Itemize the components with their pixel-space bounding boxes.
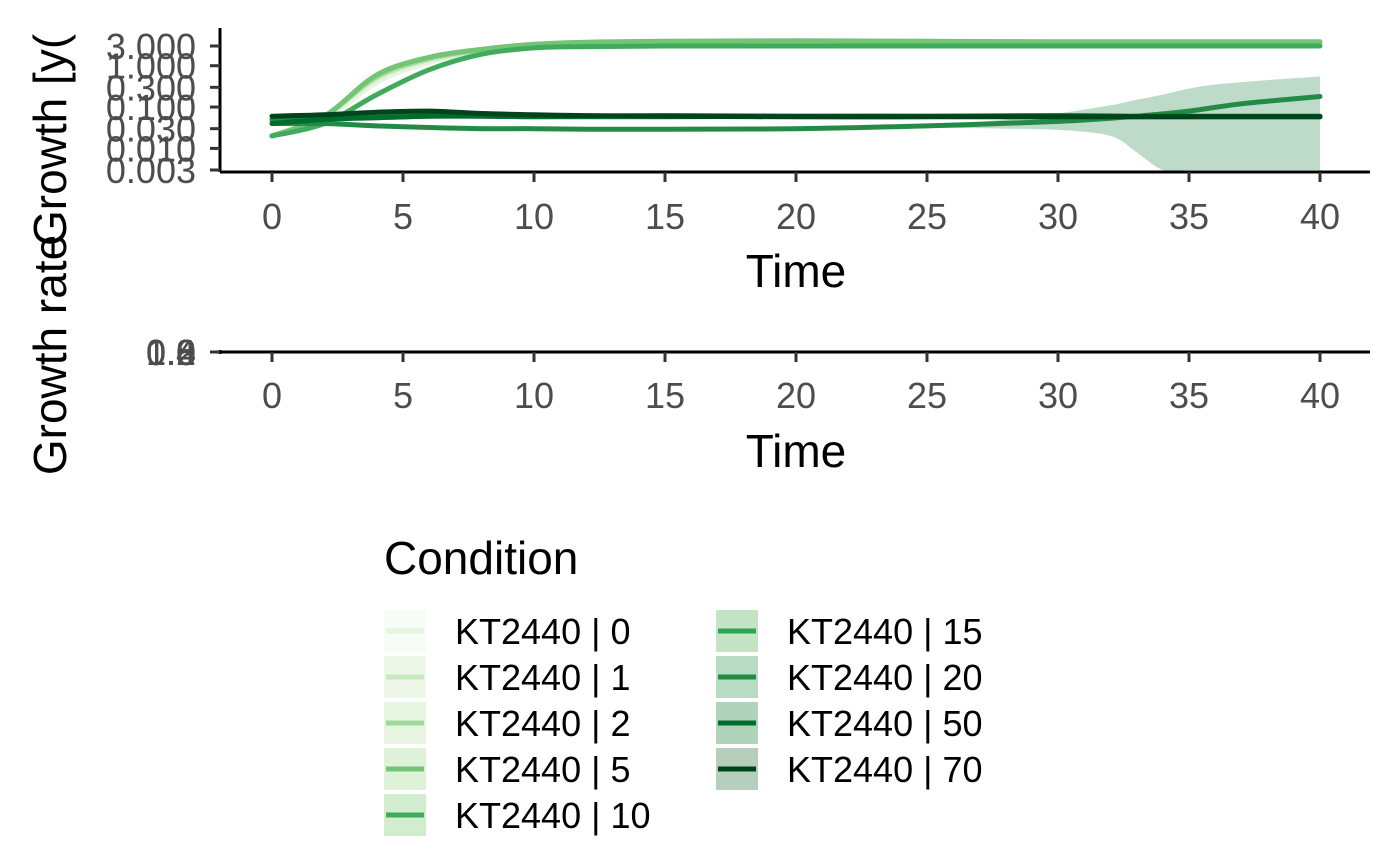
legend-label: KT2440 | 0 xyxy=(455,611,630,652)
x-axis-title: Time xyxy=(746,425,847,477)
y-tick-label: 1.6 xyxy=(146,332,196,373)
legend-item: KT2440 | 0 xyxy=(384,610,630,652)
x-tick-label: 0 xyxy=(262,375,282,416)
series-line-kt2440-10 xyxy=(269,43,1323,139)
x-tick-label: 5 xyxy=(393,196,413,237)
series-line-kt2440-15 xyxy=(269,94,1323,132)
y-tick-label: 0.4 xyxy=(146,332,196,373)
y-tick-label: 0.8 xyxy=(146,332,196,373)
x-tick-label: 5 xyxy=(393,375,413,416)
legend-label: KT2440 | 10 xyxy=(455,795,651,836)
legend-items: KT2440 | 0 KT2440 | 1 KT2440 | 2 KT2440 | 5… xyxy=(384,610,983,836)
x-tick-label: 30 xyxy=(1038,375,1078,416)
y-tick-label: 0.030 xyxy=(106,109,196,150)
legend-item: KT2440 | 20 xyxy=(716,656,983,698)
x-tick-label: 40 xyxy=(1300,375,1340,416)
y-tick-label: 3.000 xyxy=(106,26,196,67)
ribbon-kt2440-15 xyxy=(927,76,1320,172)
legend: Condition KT2440 | 0 KT2440 | 1 KT2440 | 2… xyxy=(384,532,983,836)
x-tick-label: 40 xyxy=(1300,196,1340,237)
x-tick-label: 20 xyxy=(776,375,816,416)
x-tick-label: 35 xyxy=(1169,196,1209,237)
legend-item: KT2440 | 15 xyxy=(716,610,983,652)
legend-item: KT2440 | 70 xyxy=(716,748,983,790)
x-axis-title: Time xyxy=(746,245,847,297)
y-axis-title-growth: Growth [y( xyxy=(24,33,76,246)
legend-label: KT2440 | 1 xyxy=(455,657,630,698)
growth-rate-panel: 1.61.20.80.40.0 0 5 10 15 20 25 30 35 40 Time xyxy=(146,332,1370,477)
y-tick-label: 0.010 xyxy=(106,128,196,169)
legend-item: KT2440 | 1 xyxy=(384,656,630,698)
x-tick-label: 20 xyxy=(776,196,816,237)
x-tick-label: 30 xyxy=(1038,196,1078,237)
x-tick-label: 15 xyxy=(645,196,685,237)
series-line-kt2440-5 xyxy=(269,38,1323,139)
legend-label: KT2440 | 50 xyxy=(787,703,983,744)
growth-lines xyxy=(269,38,1323,139)
legend-item: KT2440 | 10 xyxy=(384,794,651,836)
legend-label: KT2440 | 5 xyxy=(455,749,630,790)
legend-item: KT2440 | 50 xyxy=(716,702,983,744)
confidence-ribbon xyxy=(927,76,1320,172)
x-tick-label: 25 xyxy=(907,375,947,416)
legend-label: KT2440 | 70 xyxy=(787,749,983,790)
y-tick-label: 0.100 xyxy=(106,87,196,128)
x-tick-label: 10 xyxy=(514,375,554,416)
growth-rate-axes: 1.61.20.80.40.0 0 5 10 15 20 25 30 35 40 xyxy=(146,332,1370,416)
y-tick-label: 0.0 xyxy=(146,332,196,373)
x-tick-label: 35 xyxy=(1169,375,1209,416)
legend-item: KT2440 | 2 xyxy=(384,702,630,744)
series-line-kt2440-70 xyxy=(269,108,1323,120)
legend-label: KT2440 | 20 xyxy=(787,657,983,698)
legend-label: KT2440 | 15 xyxy=(787,611,983,652)
legend-title: Condition xyxy=(384,532,578,584)
y-tick-label: 0.003 xyxy=(106,150,196,191)
x-tick-label: 0 xyxy=(262,196,282,237)
x-tick-label: 15 xyxy=(645,375,685,416)
legend-label: KT2440 | 2 xyxy=(455,703,630,744)
x-tick-label: 25 xyxy=(907,196,947,237)
x-tick-label: 10 xyxy=(514,196,554,237)
y-tick-label: 0.300 xyxy=(106,67,196,108)
y-tick-label: 1.000 xyxy=(106,46,196,87)
y-tick-label: 1.2 xyxy=(146,332,196,373)
y-axis-title-growth-rate: Growth rate xyxy=(24,235,76,475)
legend-item: KT2440 | 5 xyxy=(384,748,630,790)
